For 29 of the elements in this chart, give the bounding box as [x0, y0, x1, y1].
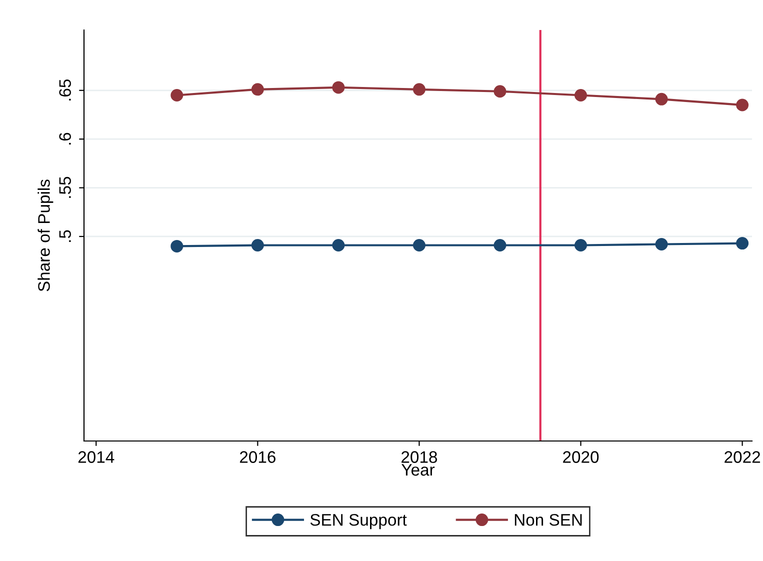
x-tick-label: 2020 — [563, 451, 599, 463]
y-tick-label: .65 — [59, 79, 71, 100]
legend-label: SEN Support — [310, 514, 407, 530]
x-axis-title: Year — [402, 464, 435, 476]
point — [494, 238, 506, 252]
point — [170, 89, 184, 102]
point — [170, 240, 184, 252]
x-tick-label: 2022 — [724, 451, 760, 463]
y-tick-label: .6 — [59, 132, 71, 145]
point — [736, 237, 749, 250]
point — [574, 89, 588, 102]
y-axis-title: Share of Pupils — [38, 180, 54, 292]
point — [574, 238, 588, 252]
point — [736, 98, 749, 112]
point — [412, 83, 426, 96]
point — [655, 238, 668, 251]
x-tick-label: 2018 — [402, 451, 438, 463]
point — [332, 81, 345, 94]
point — [251, 83, 264, 96]
point — [412, 238, 426, 252]
point — [494, 85, 506, 98]
y-tick-label: .5 — [59, 230, 71, 242]
x-tick-label: 2016 — [240, 451, 276, 463]
point — [655, 92, 668, 106]
y-tick-label: .55 — [59, 176, 71, 198]
legend-label: Non SEN — [514, 514, 582, 526]
point — [332, 238, 345, 252]
point — [251, 238, 264, 252]
x-tick-label: 2014 — [78, 451, 114, 463]
